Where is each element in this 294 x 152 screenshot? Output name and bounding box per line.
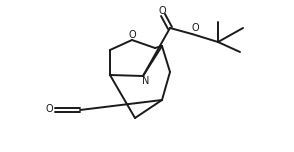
Text: O: O xyxy=(128,30,136,40)
Text: O: O xyxy=(191,23,199,33)
Text: O: O xyxy=(158,6,166,16)
Text: N: N xyxy=(142,76,150,86)
Text: O: O xyxy=(45,104,53,114)
